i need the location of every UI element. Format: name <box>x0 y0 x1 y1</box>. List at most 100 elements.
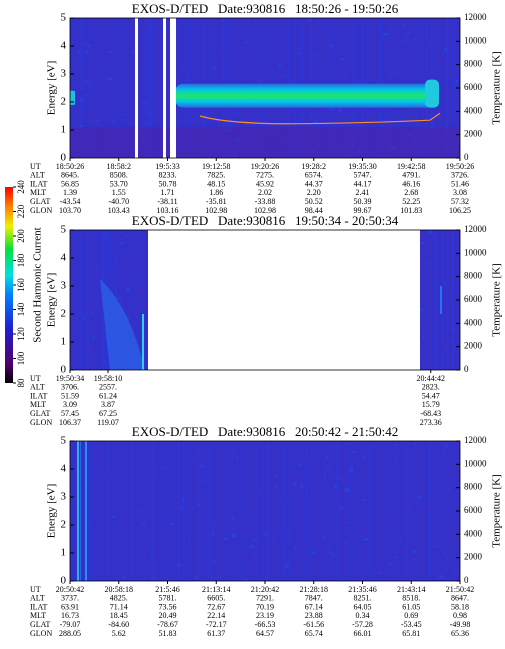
noise <box>104 26 108 28</box>
orbit-value: 102.98 <box>205 206 227 215</box>
orbit-value: 21:35:46 <box>348 585 376 594</box>
noise <box>140 457 144 460</box>
noise <box>124 235 129 237</box>
noise <box>406 109 412 112</box>
noise <box>455 79 459 84</box>
noise <box>231 533 237 538</box>
noise <box>389 25 393 29</box>
noise <box>95 451 99 455</box>
noise <box>143 520 146 523</box>
streak <box>151 441 153 581</box>
noise <box>358 503 363 505</box>
noise <box>149 554 152 558</box>
orbit-label: GLAT <box>30 409 51 418</box>
spike <box>85 441 87 581</box>
noise <box>428 45 432 48</box>
orbit-value: 65.36 <box>451 629 469 638</box>
y2-tick-label: 2000 <box>464 341 483 351</box>
streak <box>300 441 302 581</box>
noise <box>114 247 120 249</box>
orbit-value: 3.09 <box>63 400 77 409</box>
orbit-value: 19:20:26 <box>251 162 279 171</box>
streak <box>304 441 306 581</box>
noise <box>421 362 425 366</box>
orbit-value: 61.24 <box>99 391 117 400</box>
orbit-value: -43.54 <box>60 197 81 206</box>
orbit-value: 19:12:58 <box>202 162 230 171</box>
orbit-value: -57.28 <box>352 620 373 629</box>
noise <box>277 64 282 68</box>
streak <box>434 230 436 370</box>
emission <box>100 279 145 370</box>
noise <box>370 446 375 448</box>
orbit-value: -35.81 <box>206 197 227 206</box>
noise <box>343 120 348 123</box>
noise <box>94 547 98 550</box>
noise <box>363 119 367 123</box>
noise <box>176 542 179 546</box>
orbit-value: 19:42:58 <box>397 162 425 171</box>
noise <box>275 474 278 478</box>
orbit-value: 1.39 <box>63 188 77 197</box>
orbit-value: 21:43:14 <box>397 585 425 594</box>
noise <box>432 447 437 450</box>
noise <box>76 238 79 242</box>
noise <box>77 308 82 311</box>
noise <box>207 33 210 36</box>
noise <box>119 242 124 245</box>
panel-title: EXOS-D/TED Date:930816 20:50:42 - 21:50:… <box>132 424 398 439</box>
noise <box>352 567 355 570</box>
spectrogram <box>69 229 461 371</box>
data-gap <box>135 18 138 158</box>
orbit-value: -79.07 <box>60 620 81 629</box>
streak <box>88 441 90 581</box>
streak <box>208 441 210 581</box>
noise <box>131 271 133 275</box>
noise <box>116 297 121 300</box>
orbit-value: 21:13:14 <box>202 585 230 594</box>
noise <box>197 46 199 48</box>
y-tick-label: 0 <box>61 364 67 376</box>
noise <box>217 576 222 578</box>
noise <box>353 65 358 67</box>
orbit-value: 3.87 <box>101 400 115 409</box>
streak <box>444 441 446 581</box>
noise <box>359 535 363 537</box>
noise <box>155 106 159 109</box>
orbit-value: 50.39 <box>354 197 372 206</box>
y2-tick-label: 4000 <box>464 317 483 327</box>
orbit-label: GLAT <box>30 620 51 629</box>
band-left <box>70 90 75 105</box>
noise <box>165 523 168 525</box>
orbit-value: 18:58:2 <box>107 162 131 171</box>
noise <box>211 533 215 537</box>
noise <box>393 456 396 461</box>
noise <box>313 121 318 124</box>
noise <box>249 561 253 564</box>
noise <box>70 314 74 319</box>
orbit-value: 8518. <box>402 594 420 603</box>
noise <box>167 100 171 103</box>
orbit-value: 21:50:42 <box>446 585 474 594</box>
noise <box>230 29 233 32</box>
orbit-value: -38.11 <box>157 197 177 206</box>
orbit-value: 21:5:46 <box>155 585 179 594</box>
streak <box>107 441 109 581</box>
orbit-label: GLAT <box>30 197 51 206</box>
noise <box>194 35 198 38</box>
streak <box>77 230 79 370</box>
noise <box>200 452 205 457</box>
orbit-value: 103.16 <box>157 206 179 215</box>
orbit-value: 71.14 <box>110 602 128 611</box>
noise <box>447 487 451 490</box>
noise <box>276 549 282 551</box>
y2-tick-label: 10000 <box>464 247 487 257</box>
orbit-value: 5747. <box>354 171 372 180</box>
orbit-value: 0.69 <box>404 611 418 620</box>
noise <box>255 467 257 471</box>
noise <box>83 95 88 97</box>
orbit-value: 19:5:33 <box>155 162 179 171</box>
panel-title: EXOS-D/TED Date:930816 19:50:34 - 20:50:… <box>132 213 399 228</box>
noise <box>216 515 219 520</box>
